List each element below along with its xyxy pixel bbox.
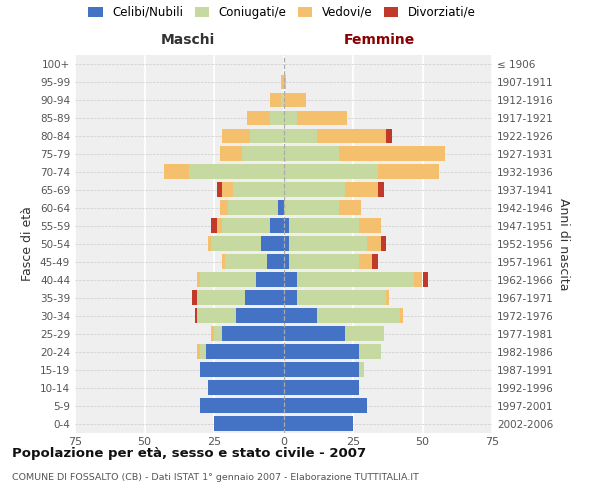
Bar [250, 128, 284, 144]
Text: Femmine: Femmine [344, 34, 415, 48]
Bar [339, 200, 361, 215]
Bar [359, 218, 381, 233]
Bar [197, 290, 245, 305]
Bar [223, 326, 284, 341]
Bar [206, 344, 284, 359]
Bar [422, 272, 428, 287]
Bar [189, 164, 284, 179]
Bar [386, 128, 392, 144]
Bar [317, 128, 386, 144]
Bar [284, 164, 378, 179]
Bar [269, 218, 284, 233]
Bar [298, 290, 386, 305]
Bar [197, 308, 236, 323]
Bar [284, 74, 286, 90]
Bar [164, 164, 189, 179]
Bar [339, 146, 445, 161]
Text: COMUNE DI FOSSALTO (CB) - Dati ISTAT 1° gennaio 2007 - Elaborazione TUTTITALIA.I: COMUNE DI FOSSALTO (CB) - Dati ISTAT 1° … [12, 472, 419, 482]
Bar [381, 236, 386, 251]
Bar [245, 290, 284, 305]
Bar [278, 200, 284, 215]
Bar [223, 128, 250, 144]
Bar [367, 236, 381, 251]
Bar [359, 362, 364, 377]
Bar [359, 344, 381, 359]
Bar [211, 218, 217, 233]
Bar [289, 218, 359, 233]
Bar [267, 254, 284, 269]
Bar [344, 182, 378, 197]
Bar [284, 272, 298, 287]
Bar [242, 146, 284, 161]
Bar [225, 254, 267, 269]
Bar [400, 308, 403, 323]
Bar [284, 182, 344, 197]
Bar [281, 74, 284, 90]
Bar [208, 380, 284, 395]
Bar [378, 164, 439, 179]
Bar [284, 290, 298, 305]
Bar [261, 236, 284, 251]
Bar [269, 92, 281, 108]
Bar [228, 200, 278, 215]
Bar [284, 128, 317, 144]
Bar [223, 254, 225, 269]
Bar [284, 146, 339, 161]
Bar [211, 326, 214, 341]
Bar [284, 308, 317, 323]
Bar [284, 110, 298, 126]
Bar [373, 254, 378, 269]
Bar [220, 200, 228, 215]
Bar [214, 416, 284, 431]
Bar [220, 146, 242, 161]
Bar [414, 272, 422, 287]
Legend: Celibi/Nubili, Coniugati/e, Vedovi/e, Divorziati/e: Celibi/Nubili, Coniugati/e, Vedovi/e, Di… [88, 6, 476, 19]
Bar [200, 398, 284, 413]
Bar [378, 182, 383, 197]
Text: Maschi: Maschi [160, 34, 215, 48]
Bar [359, 254, 373, 269]
Bar [284, 398, 367, 413]
Bar [247, 110, 269, 126]
Bar [284, 416, 353, 431]
Bar [194, 308, 197, 323]
Bar [208, 236, 211, 251]
Bar [269, 110, 284, 126]
Bar [236, 308, 284, 323]
Bar [386, 290, 389, 305]
Bar [214, 326, 223, 341]
Bar [284, 200, 339, 215]
Bar [200, 344, 206, 359]
Bar [344, 326, 383, 341]
Bar [289, 236, 367, 251]
Bar [211, 236, 261, 251]
Bar [200, 272, 256, 287]
Bar [281, 92, 284, 108]
Bar [284, 254, 289, 269]
Y-axis label: Fasce di età: Fasce di età [22, 206, 34, 281]
Bar [197, 344, 200, 359]
Bar [284, 92, 306, 108]
Y-axis label: Anni di nascita: Anni di nascita [557, 198, 570, 290]
Bar [298, 110, 347, 126]
Bar [197, 272, 200, 287]
Bar [284, 218, 289, 233]
Bar [284, 236, 289, 251]
Bar [223, 182, 233, 197]
Bar [200, 362, 284, 377]
Bar [223, 218, 269, 233]
Bar [298, 272, 414, 287]
Bar [192, 290, 197, 305]
Bar [317, 308, 400, 323]
Bar [289, 254, 359, 269]
Bar [284, 362, 359, 377]
Bar [256, 272, 284, 287]
Bar [284, 344, 359, 359]
Bar [233, 182, 284, 197]
Bar [217, 218, 223, 233]
Bar [217, 182, 223, 197]
Text: Popolazione per età, sesso e stato civile - 2007: Popolazione per età, sesso e stato civil… [12, 448, 366, 460]
Bar [284, 326, 344, 341]
Bar [284, 380, 359, 395]
